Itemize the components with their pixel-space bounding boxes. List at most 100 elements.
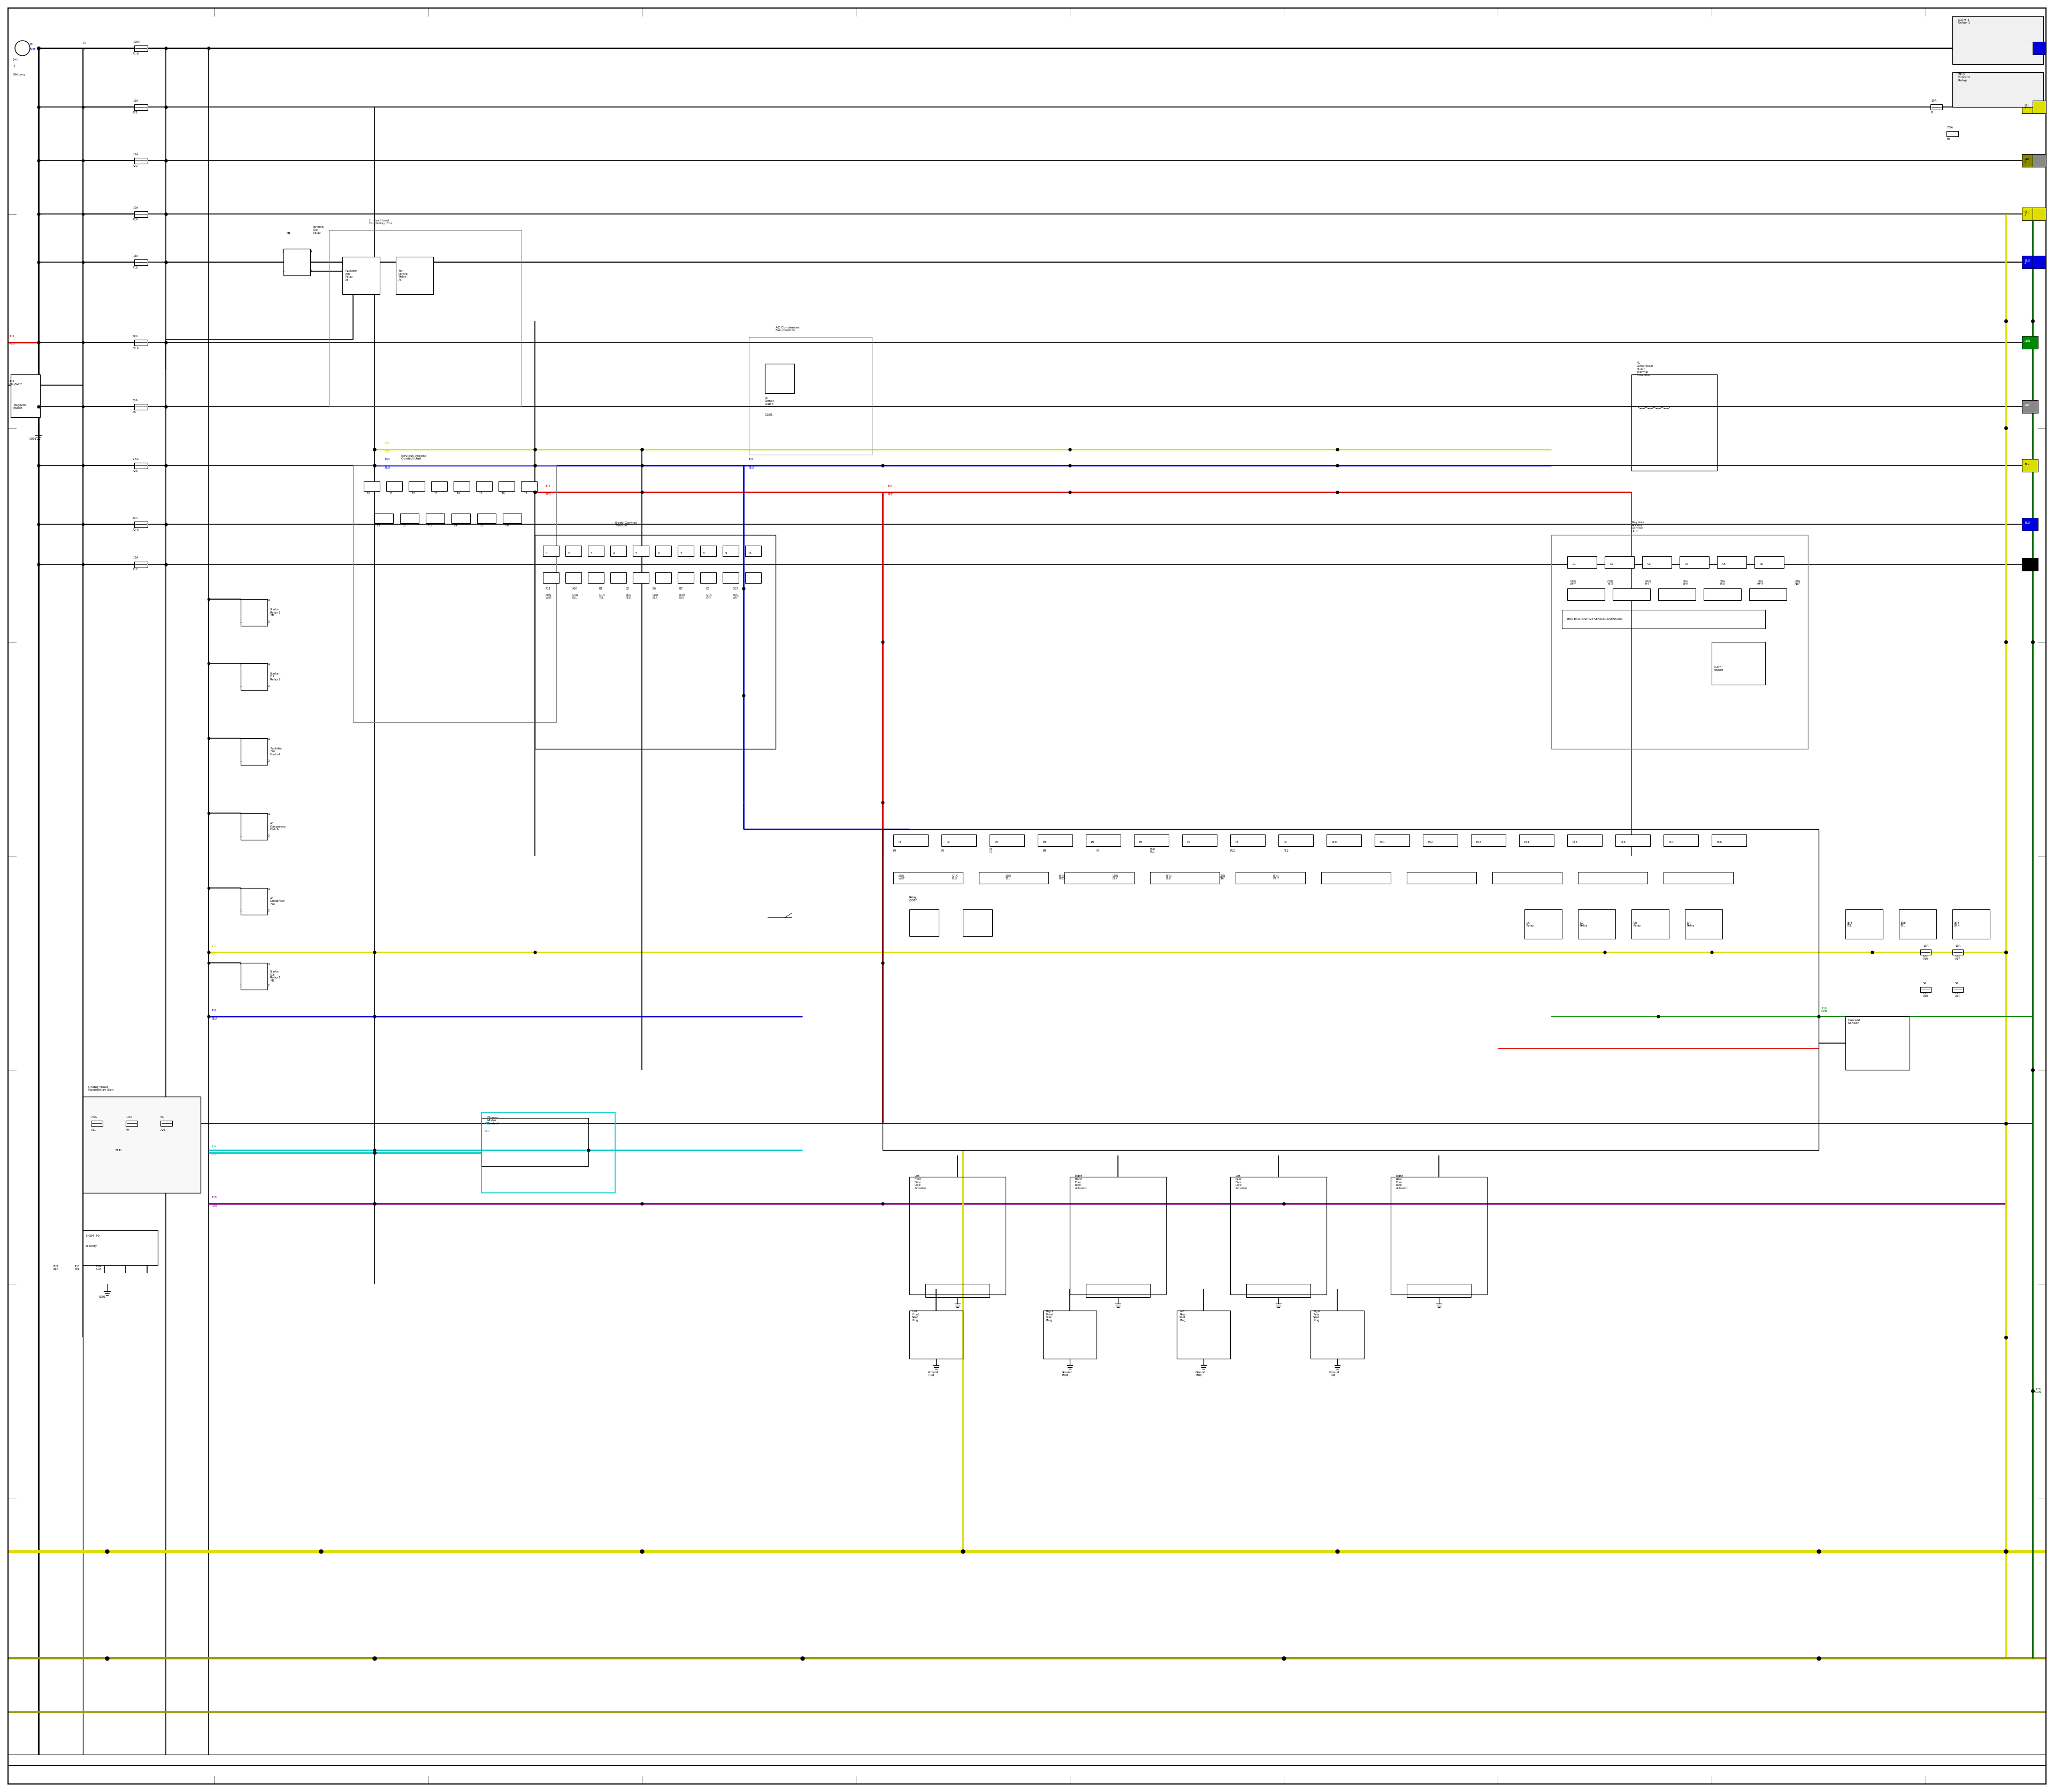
Bar — [386, 482, 403, 491]
Text: YEL: YEL — [386, 450, 390, 453]
Text: 12: 12 — [411, 493, 415, 495]
Bar — [2021, 154, 2038, 167]
Bar — [329, 229, 522, 407]
Bar — [2021, 208, 2038, 220]
Text: AC
Compressor
Clutch: AC Compressor Clutch — [271, 823, 288, 831]
Text: C8: C8 — [707, 588, 711, 590]
Text: IE/1
BLK: IE/1 BLK — [53, 1265, 60, 1271]
Text: P12: P12 — [1428, 840, 1434, 844]
Bar — [240, 962, 267, 989]
Bar — [134, 158, 148, 163]
Bar — [883, 830, 1818, 1150]
Bar — [1631, 909, 1668, 939]
Text: A1-6: A1-6 — [134, 52, 140, 56]
Bar — [723, 545, 739, 556]
Text: BLU: BLU — [212, 1018, 218, 1020]
Text: P5: P5 — [1091, 840, 1095, 844]
Text: C1: C1 — [1573, 563, 1575, 566]
Text: A11: A11 — [546, 588, 550, 590]
Text: P9: P9 — [1097, 849, 1101, 851]
Bar — [1750, 588, 1787, 600]
Bar — [1407, 1283, 1471, 1297]
Text: P12: P12 — [1230, 849, 1237, 851]
Bar — [1043, 1310, 1097, 1358]
Text: P17: P17 — [1668, 840, 1674, 844]
Bar — [1631, 375, 1717, 471]
Text: Relay
C/OFF: Relay C/OFF — [910, 896, 918, 901]
Text: P8: P8 — [1237, 840, 1239, 844]
Text: IE/1
BLU/WHT: IE/1 BLU/WHT — [10, 380, 23, 385]
Bar — [1407, 873, 1477, 883]
Bar — [2021, 41, 2038, 54]
Bar — [1577, 909, 1614, 939]
Bar — [1183, 835, 1216, 846]
Bar — [1614, 835, 1649, 846]
Bar — [1087, 1283, 1150, 1297]
Text: Starter
Relay 1
M1: Starter Relay 1 M1 — [271, 607, 281, 616]
Text: 5A: 5A — [1923, 982, 1927, 984]
Bar — [1664, 835, 1699, 846]
Text: IE/1
YEL: IE/1 YEL — [74, 1265, 80, 1271]
Text: P10
P11: P10 P11 — [1150, 848, 1154, 853]
Bar — [1567, 556, 1596, 568]
Text: C2: C2 — [403, 525, 407, 527]
Text: 10: 10 — [748, 552, 752, 556]
Bar — [1391, 1177, 1487, 1294]
Text: BRN
BLK: BRN BLK — [1167, 874, 1173, 880]
Bar — [2021, 557, 2038, 572]
Text: P3: P3 — [994, 840, 998, 844]
Text: A11: A11 — [90, 1129, 97, 1131]
Bar — [1931, 104, 1943, 109]
Text: BLU: BLU — [2025, 521, 2029, 527]
Text: IE/8
GRN: IE/8 GRN — [2036, 1389, 2042, 1394]
Text: Under Hood
Fuse/Relay Box: Under Hood Fuse/Relay Box — [88, 1086, 113, 1091]
Bar — [240, 663, 267, 690]
Text: C3: C3 — [429, 525, 431, 527]
Text: BLU
4: BLU 4 — [2025, 260, 2029, 265]
Text: CYN: CYN — [212, 1152, 218, 1156]
Text: IE/4: IE/4 — [750, 457, 754, 461]
Text: AC
Compr.
Clutch: AC Compr. Clutch — [764, 396, 774, 405]
Text: P7: P7 — [1187, 840, 1191, 844]
Text: B1: B1 — [600, 588, 602, 590]
Bar — [134, 45, 148, 52]
Bar — [134, 462, 148, 468]
Text: A25: A25 — [134, 470, 138, 471]
Text: YEL: YEL — [2025, 462, 2029, 468]
Text: YEL
5: YEL 5 — [2025, 104, 2029, 109]
Text: A21: A21 — [134, 111, 138, 113]
Bar — [1680, 556, 1709, 568]
Bar — [364, 482, 380, 491]
Text: M4: M4 — [286, 233, 290, 235]
Text: Starter
Cut
Relay 1
M2: Starter Cut Relay 1 M2 — [271, 969, 281, 982]
Text: AC
Compressor
Clutch
Thermal
Protection: AC Compressor Clutch Thermal Protection — [1637, 362, 1653, 376]
Text: BLU
5: BLU 5 — [2025, 45, 2029, 50]
Text: PUR: PUR — [212, 1204, 218, 1208]
Text: ORN
BLK: ORN BLK — [653, 593, 659, 599]
Bar — [82, 1231, 158, 1265]
Bar — [990, 835, 1025, 846]
Bar — [477, 482, 493, 491]
Bar — [926, 1283, 990, 1297]
Text: B6: B6 — [653, 588, 657, 590]
Bar — [655, 545, 672, 556]
Bar — [1230, 1177, 1327, 1294]
Bar — [431, 482, 448, 491]
Bar — [1310, 1310, 1364, 1358]
Bar — [2033, 100, 2046, 113]
Bar — [1641, 556, 1672, 568]
Text: Current
Sensor: Current Sensor — [1849, 1020, 1861, 1025]
Text: 15A: 15A — [134, 152, 138, 156]
Bar — [723, 572, 739, 582]
Bar — [910, 1310, 963, 1358]
Text: Ground
Plug: Ground Plug — [1329, 1371, 1339, 1376]
Text: IE/4
GRY: IE/4 GRY — [97, 1265, 103, 1271]
Bar — [2021, 335, 2038, 349]
Bar — [425, 514, 444, 523]
Bar — [481, 1118, 587, 1167]
Bar — [542, 545, 559, 556]
Text: Blower
Motor
Control: Blower Motor Control — [487, 1116, 499, 1125]
Bar — [1070, 1177, 1167, 1294]
Text: 30A: 30A — [134, 516, 138, 520]
Text: S001: S001 — [99, 1296, 107, 1299]
